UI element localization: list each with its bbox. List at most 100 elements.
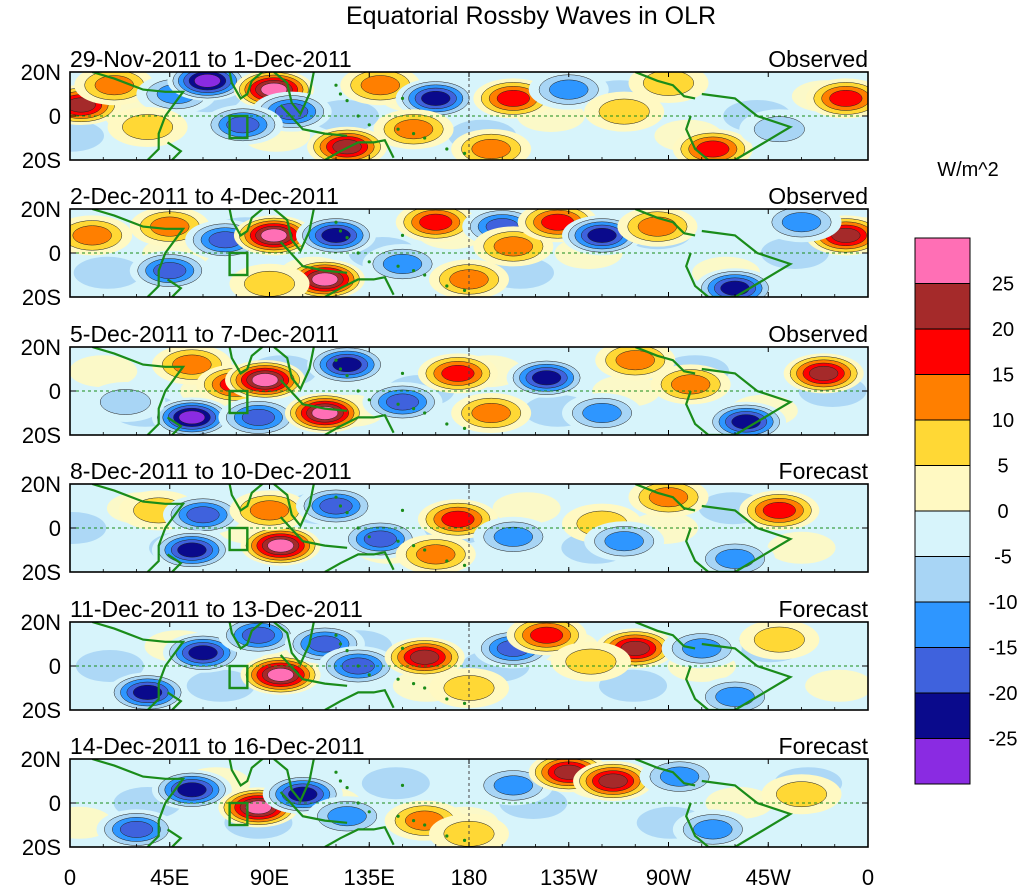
island bbox=[367, 398, 371, 402]
contour-level bbox=[582, 403, 622, 423]
panel-1: 20N 0 20S 29-Nov-2011 to 1-Dec-2011 Observed bbox=[21, 46, 869, 173]
y-tick-label: 20S bbox=[22, 423, 61, 448]
negative-anomaly bbox=[562, 393, 642, 433]
island bbox=[445, 284, 449, 288]
x-tick-label: 45W bbox=[746, 865, 791, 890]
island bbox=[400, 783, 405, 788]
colorbar-box bbox=[914, 738, 971, 785]
island bbox=[411, 544, 416, 548]
y-tick-label: 0 bbox=[49, 104, 61, 129]
negative-anomaly bbox=[107, 672, 188, 710]
contour-level bbox=[471, 403, 511, 423]
positive-anomaly bbox=[584, 91, 665, 132]
island bbox=[400, 508, 405, 512]
negative-anomaly bbox=[473, 516, 554, 557]
coastlines bbox=[91, 622, 794, 710]
negative-anomaly bbox=[167, 72, 248, 101]
coastlines bbox=[91, 347, 794, 435]
colorbar-label: -10 bbox=[989, 592, 1018, 614]
coastline bbox=[634, 209, 696, 237]
contour-level bbox=[493, 526, 533, 547]
positive-anomaly bbox=[739, 622, 820, 660]
field-texture bbox=[75, 650, 144, 682]
contour-level bbox=[382, 254, 423, 274]
contour-level bbox=[565, 648, 617, 675]
colorbar-label: -15 bbox=[989, 638, 1018, 660]
contour-level bbox=[471, 139, 511, 159]
colorbar-label: 15 bbox=[992, 365, 1014, 387]
negative-anomaly bbox=[695, 676, 775, 710]
island bbox=[445, 559, 449, 563]
positive-anomaly bbox=[550, 641, 631, 682]
colorbar-box bbox=[914, 692, 971, 739]
positive-anomaly bbox=[384, 800, 465, 841]
contour-level bbox=[416, 544, 456, 565]
y-tick-label: 20N bbox=[21, 472, 61, 497]
coastline bbox=[634, 622, 696, 650]
contour-level bbox=[762, 502, 796, 519]
field-texture bbox=[73, 256, 142, 289]
negative-anomaly bbox=[695, 538, 775, 572]
panel-dates: 14-Dec-2011 to 16-Dec-2011 bbox=[70, 733, 365, 759]
contour-level bbox=[715, 548, 755, 569]
contour-level bbox=[449, 269, 489, 290]
positive-anomaly bbox=[240, 525, 321, 566]
panel-dates: 29-Nov-2011 to 1-Dec-2011 bbox=[70, 46, 352, 72]
positive-anomaly bbox=[451, 129, 532, 160]
positive-anomaly bbox=[384, 637, 465, 678]
x-tick-label: 135W bbox=[540, 865, 598, 890]
contour-level bbox=[150, 216, 190, 237]
contour-level bbox=[809, 365, 839, 381]
contour-level bbox=[493, 775, 533, 796]
contour-level bbox=[493, 236, 533, 257]
contour-level bbox=[393, 119, 434, 140]
coastline bbox=[273, 484, 315, 528]
field-texture bbox=[186, 669, 255, 702]
positive-anomaly bbox=[74, 72, 155, 106]
negative-anomaly bbox=[151, 530, 232, 570]
contour-level bbox=[753, 116, 805, 143]
island bbox=[396, 539, 400, 543]
contour-level bbox=[496, 90, 530, 107]
negative-anomaly bbox=[202, 104, 283, 145]
negative-anomaly bbox=[151, 397, 232, 435]
negative-anomaly bbox=[528, 72, 609, 110]
field-texture bbox=[599, 669, 668, 702]
colorbar-label: 0 bbox=[997, 501, 1008, 523]
island bbox=[396, 814, 400, 818]
contour-level bbox=[615, 350, 655, 371]
panel-dates: 8-Dec-2011 to 10-Dec-2011 bbox=[70, 458, 352, 484]
coastline bbox=[228, 72, 265, 100]
colorbar-box bbox=[914, 419, 971, 466]
island bbox=[423, 823, 427, 827]
coastline bbox=[228, 622, 265, 650]
y-tick-label: 20N bbox=[21, 197, 61, 222]
island bbox=[411, 682, 416, 686]
contour-level bbox=[226, 116, 260, 134]
positive-anomaly bbox=[229, 263, 310, 297]
y-tick-label: 0 bbox=[49, 241, 61, 266]
coastline bbox=[685, 779, 794, 847]
island bbox=[338, 779, 343, 783]
island bbox=[367, 123, 371, 127]
island bbox=[345, 236, 349, 240]
island bbox=[462, 151, 467, 155]
y-tick-label: 20N bbox=[21, 747, 61, 772]
colorbar-label: -5 bbox=[994, 547, 1012, 569]
contour-level bbox=[360, 75, 400, 96]
contour-level bbox=[549, 79, 589, 100]
positive-anomaly bbox=[395, 534, 476, 572]
contour-level bbox=[385, 393, 420, 411]
coastline bbox=[166, 141, 183, 160]
contour-level bbox=[70, 97, 96, 113]
island bbox=[445, 422, 449, 426]
panel-5: 20N 0 20S 11-Dec-2011 to 13-Dec-2011 Forecas… bbox=[21, 596, 869, 723]
positive-anomaly bbox=[650, 364, 731, 405]
positive-anomaly bbox=[573, 761, 654, 801]
colorbar-label: -25 bbox=[989, 729, 1018, 751]
coastline bbox=[273, 622, 315, 666]
island bbox=[400, 371, 405, 375]
panel-2: 20N 0 20S 2-Dec-2011 to 4-Dec-2011 Observed bbox=[21, 183, 869, 310]
contour-level bbox=[598, 98, 650, 125]
x-tick-label: 90W bbox=[646, 865, 691, 890]
